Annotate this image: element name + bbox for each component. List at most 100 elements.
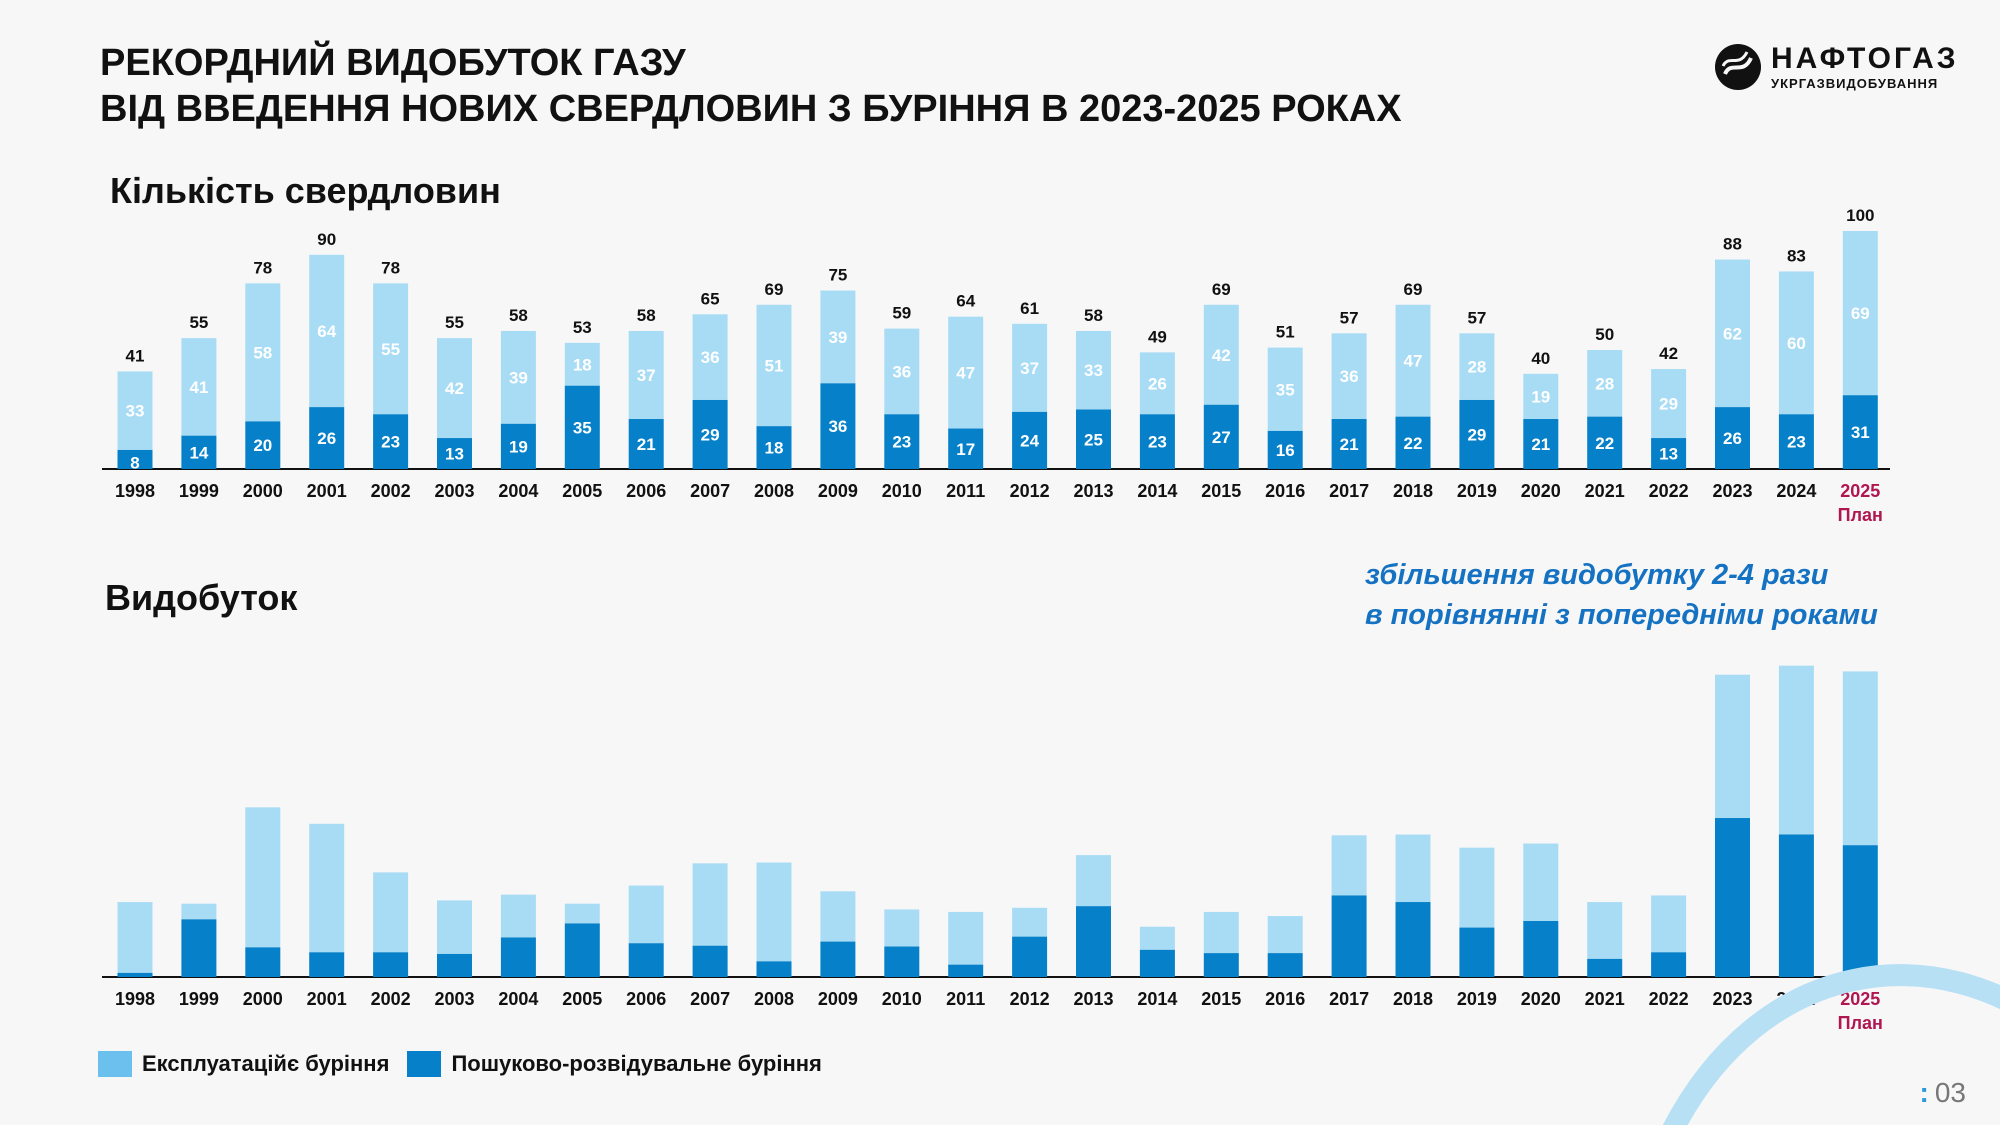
x-tick-label-2001: 2001 bbox=[307, 481, 347, 501]
logo-subtitle: УКРГАЗВИДОБУВАННЯ bbox=[1771, 76, 1939, 91]
highlight-line-1: збільшення видобутку 2-4 рази bbox=[1365, 559, 1829, 591]
data-label-exploration-1999: 14 bbox=[189, 443, 208, 462]
x-tick-label-2013: 2013 bbox=[1073, 989, 1113, 1009]
bar-exploration-2004 bbox=[500, 423, 536, 469]
x-tick-plan-label: План bbox=[1838, 505, 1883, 525]
data-label-exploration-2021: 22 bbox=[1595, 434, 1614, 453]
bar-exploitation-2013 bbox=[1076, 330, 1111, 410]
bar-exploitation-2007 bbox=[692, 863, 728, 946]
data-label-exploitation-2021: 28 bbox=[1595, 374, 1614, 393]
bar-exploration-2015 bbox=[1203, 404, 1239, 469]
bar-exploitation-2010 bbox=[884, 328, 920, 415]
x-tick-label-2014: 2014 bbox=[1137, 989, 1177, 1009]
x-tick-label-2022: 2022 bbox=[1649, 989, 1689, 1009]
bar-exploration-2013 bbox=[1076, 906, 1111, 977]
data-label-exploitation-2024: 60 bbox=[1787, 334, 1806, 353]
bar-exploitation-2002 bbox=[373, 872, 409, 953]
data-label-exploration-2005: 35 bbox=[573, 418, 592, 437]
x-tick-label-2000: 2000 bbox=[243, 989, 283, 1009]
data-label-total-2001: 90 bbox=[317, 230, 336, 249]
bar-exploration-2019 bbox=[1459, 399, 1495, 469]
wells-count-chart: 33 8 41 1998 41 14 55 1999 58 20 78 2000 64 26 90 2001 5… bbox=[102, 206, 1890, 525]
x-tick-label-2018: 2018 bbox=[1393, 481, 1433, 501]
data-label-total-2002: 78 bbox=[381, 258, 400, 277]
data-label-total-2004: 58 bbox=[509, 306, 528, 325]
bar-exploration-2009 bbox=[820, 941, 856, 977]
bar-exploitation-2015 bbox=[1203, 304, 1239, 405]
bar-exploration-2004 bbox=[500, 937, 536, 977]
data-label-exploration-2017: 21 bbox=[1340, 435, 1359, 454]
x-tick-label-2015: 2015 bbox=[1201, 989, 1241, 1009]
logo-name: НАФТОГАЗ bbox=[1771, 42, 1959, 75]
data-label-exploitation-2014: 26 bbox=[1148, 374, 1167, 393]
data-label-total-2013: 58 bbox=[1084, 306, 1103, 325]
data-label-exploitation-2012: 37 bbox=[1020, 359, 1039, 378]
x-tick-label-2017: 2017 bbox=[1329, 989, 1369, 1009]
bar-exploration-1998 bbox=[117, 972, 153, 977]
bar-exploration-2025 bbox=[1842, 845, 1878, 977]
bar-exploration-2023 bbox=[1715, 407, 1750, 469]
bar-exploitation-2009 bbox=[820, 891, 856, 942]
page-number-value: 03 bbox=[1934, 1077, 1966, 1108]
data-label-exploitation-2010: 36 bbox=[892, 362, 911, 381]
x-tick-label-2005: 2005 bbox=[562, 989, 602, 1009]
x-tick-label-2014: 2014 bbox=[1137, 481, 1177, 501]
bar-exploitation-2018 bbox=[1395, 834, 1431, 903]
data-label-exploration-2006: 21 bbox=[637, 435, 656, 454]
x-tick-label-2002: 2002 bbox=[371, 989, 411, 1009]
page-title: РЕКОРДНИЙ ВИДОБУТОК ГАЗУ ВІД ВВЕДЕННЯ НО… bbox=[100, 40, 1402, 132]
bar-exploitation-2025 bbox=[1842, 231, 1878, 396]
x-tick-label-1998: 1998 bbox=[115, 481, 155, 501]
x-tick-label-2009: 2009 bbox=[818, 481, 858, 501]
data-label-exploitation-2000: 58 bbox=[253, 343, 272, 362]
legend-swatch-light bbox=[98, 1051, 132, 1077]
bar-exploitation-2002 bbox=[373, 283, 409, 415]
data-label-total-2009: 75 bbox=[828, 266, 847, 285]
bar-exploitation-2023 bbox=[1715, 674, 1750, 819]
x-tick-label-2024: 2024 bbox=[1776, 481, 1816, 501]
x-tick-label-2007: 2007 bbox=[690, 989, 730, 1009]
data-label-total-2008: 69 bbox=[765, 280, 784, 299]
bar-exploration-2008 bbox=[756, 426, 792, 469]
bar-exploitation-2004 bbox=[500, 330, 536, 424]
data-label-exploration-2001: 26 bbox=[317, 429, 336, 448]
data-label-exploitation-2011: 47 bbox=[956, 364, 975, 383]
data-label-total-2018: 69 bbox=[1404, 280, 1423, 299]
naftogaz-logo: НАФТОГАЗ УКРГАЗВИДОБУВАННЯ bbox=[1713, 40, 1956, 100]
data-label-exploitation-2002: 55 bbox=[381, 340, 400, 359]
wells-chart-title: Кількість свердловин bbox=[110, 170, 501, 211]
data-label-exploration-2007: 29 bbox=[701, 425, 720, 444]
bar-exploitation-2004 bbox=[500, 894, 536, 938]
x-tick-label-2001: 2001 bbox=[307, 989, 347, 1009]
naftogaz-logo-icon bbox=[1715, 44, 1761, 90]
data-label-exploration-2019: 29 bbox=[1467, 425, 1486, 444]
data-label-exploitation-2015: 42 bbox=[1212, 346, 1231, 365]
bar-exploration-2010 bbox=[884, 946, 920, 977]
x-tick-label-2005: 2005 bbox=[562, 481, 602, 501]
x-tick-label-2002: 2002 bbox=[371, 481, 411, 501]
data-label-exploration-2024: 23 bbox=[1787, 433, 1806, 452]
data-label-exploration-2010: 23 bbox=[892, 433, 911, 452]
bar-exploration-2022 bbox=[1651, 952, 1687, 977]
page-title-line-1: РЕКОРДНИЙ ВИДОБУТОК ГАЗУ bbox=[100, 42, 686, 84]
bar-exploration-2007 bbox=[692, 945, 728, 977]
bar-exploitation-2003 bbox=[437, 900, 472, 954]
bar-exploration-1999 bbox=[181, 919, 217, 977]
x-tick-label-2012: 2012 bbox=[1010, 989, 1050, 1009]
x-tick-label-2011: 2011 bbox=[946, 989, 985, 1009]
bar-exploitation-2025 bbox=[1842, 671, 1878, 846]
bar-exploitation-2012 bbox=[1012, 323, 1048, 412]
data-label-exploration-2003: 13 bbox=[445, 445, 464, 464]
data-label-exploitation-2022: 29 bbox=[1659, 395, 1678, 414]
data-label-total-2005: 53 bbox=[573, 318, 592, 337]
bar-exploitation-1999 bbox=[181, 903, 217, 920]
bar-exploitation-2008 bbox=[756, 304, 792, 427]
data-label-exploration-2000: 20 bbox=[253, 436, 272, 455]
data-label-exploitation-2004: 39 bbox=[509, 368, 528, 387]
data-label-total-2006: 58 bbox=[637, 306, 656, 325]
data-label-exploitation-2001: 64 bbox=[317, 322, 336, 341]
data-label-total-2010: 59 bbox=[892, 304, 911, 323]
bar-exploration-2001 bbox=[309, 952, 345, 977]
data-label-exploitation-2017: 36 bbox=[1340, 367, 1359, 386]
data-label-total-2012: 61 bbox=[1020, 299, 1039, 318]
